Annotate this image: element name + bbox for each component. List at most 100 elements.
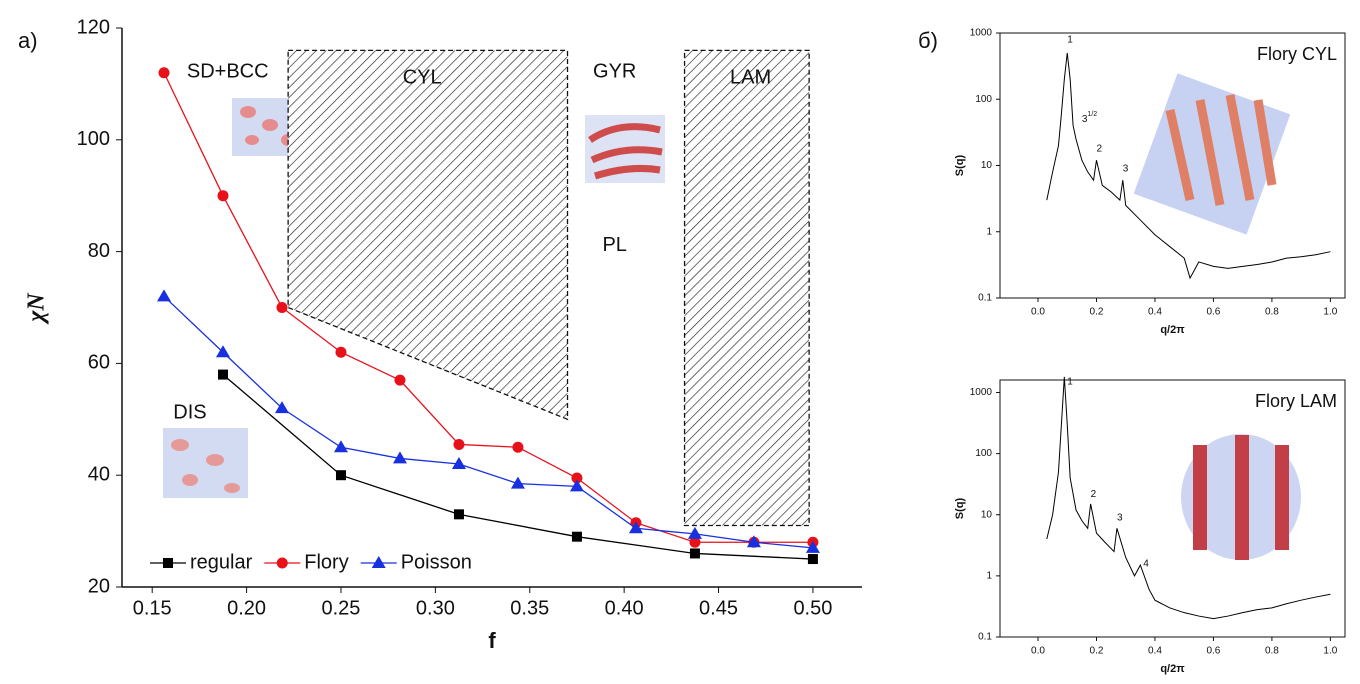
marker [157,289,172,302]
x-tick-label: 0.8 [1265,646,1279,657]
annotation-text: CYL [403,67,442,89]
chart: 0.15 0.20 0.25 0.30 0.35 0.40 0.45 0.50 20 40 60 80… [18,16,862,653]
panel-label: a) [18,28,38,53]
annotation-text: 2 [1091,488,1097,499]
annotation: 2 [1091,488,1097,499]
chart-title: Flory LAM [1255,391,1337,411]
marker [158,67,170,79]
chart: 0.0 0.2 0.4 0.6 0.8 1.0 0.1 1 10 100 1000 q/2π S(q) F… [954,376,1346,675]
annotation: 3 [1117,512,1123,523]
legend-label: Poisson [401,551,472,573]
marker [689,548,700,559]
chart: 0.0 0.2 0.4 0.6 0.8 1.0 0.1 1 10 100 1000 q/2π S(q) б… [918,28,1346,336]
x-tick-label: 0.2 [1090,307,1104,318]
annotation-text: PL [602,234,626,256]
data-line [1046,376,1331,620]
y-tick-label: 40 [88,463,110,485]
x-tick-label: 0.40 [605,597,644,619]
annotation: GYR [593,61,636,83]
x-axis-label: q/2π [1160,663,1185,675]
cyl-image [1133,73,1291,235]
legend-marker [276,557,288,569]
marker [746,535,761,548]
annotation-text: SD+BCC [187,61,269,83]
x-tick-label: 0.2 [1090,646,1104,657]
x-tick-label: 0.25 [322,597,361,619]
chart-title: Flory CYL [1257,44,1337,64]
marker [453,438,465,450]
x-tick-label: 0.0 [1031,307,1045,318]
y-tick-label: 1000 [970,387,993,398]
annotation: 4 [1143,558,1149,569]
annotation-text: 4 [1143,558,1149,569]
marker [217,190,229,202]
x-axis-label: f [488,628,496,653]
legend-marker [371,556,386,568]
marker [628,521,643,534]
morphology-images [163,73,1301,560]
marker [689,536,701,548]
x-tick-label: 0.4 [1148,307,1162,318]
y-tick-label: 1 [986,226,992,237]
marker [392,451,407,464]
marker [807,554,818,565]
x-tick-label: 0.15 [133,597,172,619]
marker [335,346,347,358]
data-line [222,374,813,560]
legend-marker [163,558,173,568]
annotation: 31/2 [1082,111,1097,125]
x-tick-label: 0.20 [227,597,266,619]
marker [453,509,464,520]
marker [571,531,582,542]
x-tick-label: 0.8 [1265,307,1279,318]
marker [805,540,820,553]
marker [274,401,289,414]
annotation-text: LAM [730,67,771,89]
marker [512,441,524,453]
data-line [1046,52,1331,280]
y-tick-label: 100 [975,448,992,459]
y-tick-label: 0.1 [978,632,992,643]
x-tick-label: 1.0 [1323,646,1337,657]
y-tick-label: 1000 [970,28,993,39]
lam-image [1181,434,1301,560]
x-tick-label: 0.4 [1148,646,1162,657]
y-tick-label: 1 [986,571,992,582]
y-tick-label: 0.1 [978,293,992,304]
y-axis-label: S(q) [954,154,966,176]
y-tick-label: 120 [77,16,110,38]
y-tick-label: 10 [981,509,993,520]
x-tick-label: 0.45 [699,597,738,619]
annotation-text: DIS [173,402,206,424]
annotation: CYL [403,67,442,89]
legend-label: regular [190,551,253,573]
annotation-text: 2 [1096,143,1102,154]
x-tick-label: 0.35 [510,597,549,619]
annotation-text: 1 [1067,376,1073,387]
annotation: DIS [173,402,206,424]
y-tick-label: 20 [88,575,110,597]
marker [451,457,466,470]
y-axis-label: χN [24,292,50,325]
annotation: 1 [1067,34,1073,45]
y-tick-label: 80 [88,240,110,262]
y-axis-label: S(q) [954,497,966,519]
data-line [163,72,813,543]
data-line [163,295,813,549]
marker [571,472,583,484]
x-tick-label: 0.30 [416,597,455,619]
y-tick-label: 60 [88,352,110,374]
annotation: PL [602,234,626,256]
x-tick-label: 0.6 [1206,307,1220,318]
marker [335,470,346,481]
phase-region [683,49,810,527]
x-tick-label: 0.6 [1206,646,1220,657]
x-tick-label: 1.0 [1323,307,1337,318]
marker [215,345,230,358]
dis-image [163,428,248,498]
marker [217,369,228,380]
annotation-text: 3 [1117,512,1123,523]
marker [276,302,288,313]
legend-label: Flory [304,551,348,573]
